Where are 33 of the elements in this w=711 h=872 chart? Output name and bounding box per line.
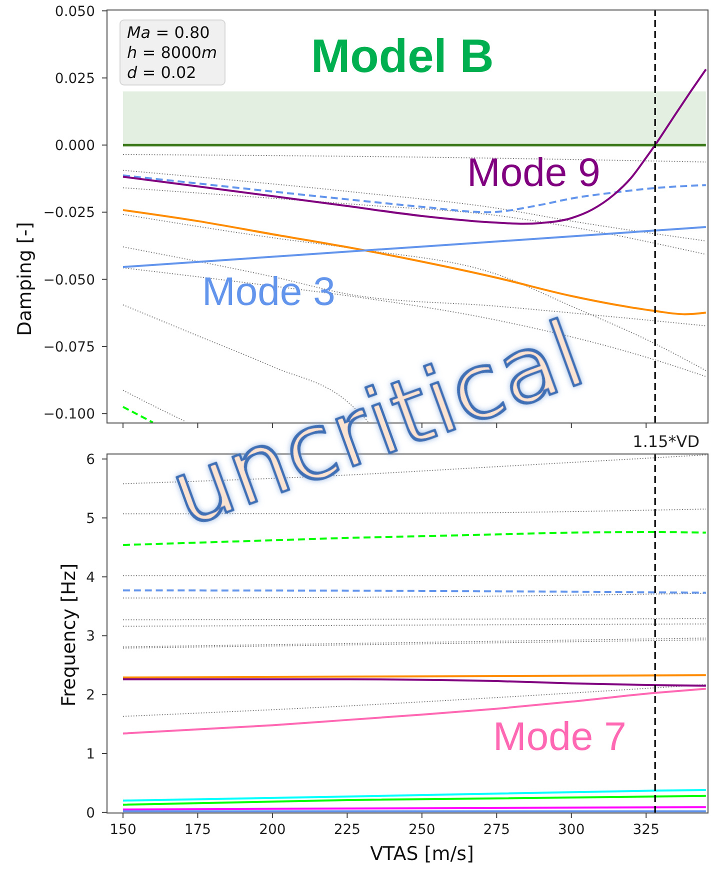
y-tick-label: 1 <box>86 746 95 762</box>
y-tick-label: 0.025 <box>54 70 95 87</box>
x-tick-label: 175 <box>184 822 212 838</box>
annotation: d = 0.02 <box>127 63 196 82</box>
x-tick-label: 275 <box>483 822 510 838</box>
y-tick-label: 6 <box>86 452 96 468</box>
annotation: Ma = 0.80 <box>127 23 210 42</box>
x-tick-label: 250 <box>408 822 436 838</box>
y-tick-label: 0.000 <box>54 138 95 154</box>
y-tick-label: −0.075 <box>43 339 95 356</box>
y-tick-label: −0.050 <box>43 272 95 288</box>
x-tick-label: 200 <box>259 822 286 838</box>
x-tick-label: 150 <box>110 822 136 838</box>
y-tick-label: −0.100 <box>43 406 95 423</box>
y-axis-title: Damping [-] <box>14 222 36 336</box>
y-tick-label: 0.050 <box>54 4 95 20</box>
chart-title: Model B <box>311 29 494 82</box>
ref-line-label: 1.15*VD <box>632 432 700 451</box>
y-axis-title: Frequency [Hz] <box>58 563 80 707</box>
x-tick-label: 325 <box>632 822 660 838</box>
x-axis-title: VTAS [m/s] <box>370 843 474 865</box>
x-tick-label: 300 <box>558 822 585 838</box>
y-tick-label: 4 <box>86 570 96 586</box>
annotation: h = 8000m <box>127 43 218 62</box>
y-tick-label: 5 <box>86 510 95 527</box>
series-label: Mode 9 <box>467 151 600 195</box>
y-tick-label: −0.025 <box>43 205 95 222</box>
y-tick-label: 0 <box>86 805 95 822</box>
series-label: Mode 3 <box>202 270 336 314</box>
x-tick-label: 225 <box>334 822 361 838</box>
y-tick-label: 2 <box>86 688 95 704</box>
series-label: Mode 7 <box>493 715 626 759</box>
y-tick-label: 3 <box>86 628 95 645</box>
